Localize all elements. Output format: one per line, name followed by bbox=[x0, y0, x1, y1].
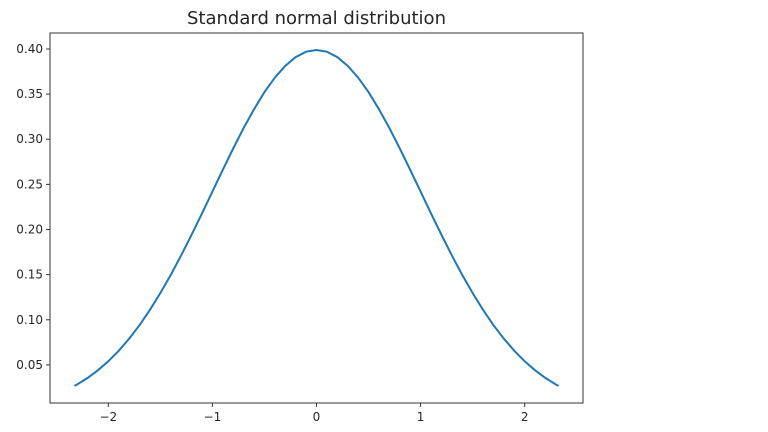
chart-title: Standard normal distribution bbox=[187, 8, 446, 29]
x-tick-label: 1 bbox=[417, 410, 425, 424]
x-tick-label: 0 bbox=[313, 410, 321, 424]
y-tick-label: 0.15 bbox=[16, 268, 43, 282]
y-tick-label: 0.05 bbox=[16, 358, 43, 372]
y-tick-label: 0.40 bbox=[16, 42, 43, 56]
y-tick-label: 0.10 bbox=[16, 313, 43, 327]
y-tick-label: 0.20 bbox=[16, 223, 43, 237]
plot-area-frame bbox=[49, 32, 584, 404]
x-tick-label: 2 bbox=[521, 410, 529, 424]
y-tick-label: 0.25 bbox=[16, 177, 43, 191]
series-line bbox=[73, 48, 560, 387]
y-tick-label: 0.35 bbox=[16, 87, 43, 101]
x-tick-label: −1 bbox=[204, 410, 222, 424]
x-tick-label: −2 bbox=[99, 410, 117, 424]
y-tick-label: 0.30 bbox=[16, 132, 43, 146]
